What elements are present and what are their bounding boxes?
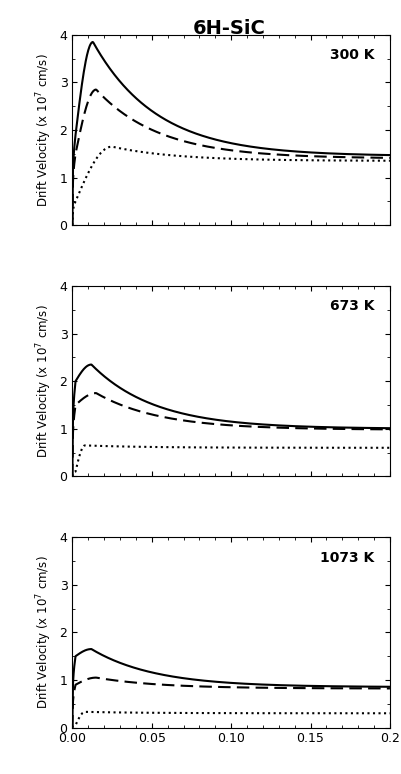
Text: 6H-SiC: 6H-SiC [192,19,265,39]
Y-axis label: Drift Velocity (x 10$^7$ cm/s): Drift Velocity (x 10$^7$ cm/s) [34,53,54,207]
Y-axis label: Drift Velocity (x 10$^7$ cm/s): Drift Velocity (x 10$^7$ cm/s) [34,556,54,709]
Text: 673 K: 673 K [329,300,373,313]
Y-axis label: Drift Velocity (x 10$^7$ cm/s): Drift Velocity (x 10$^7$ cm/s) [34,304,54,458]
Text: 1073 K: 1073 K [319,550,373,564]
Text: 300 K: 300 K [329,48,373,62]
